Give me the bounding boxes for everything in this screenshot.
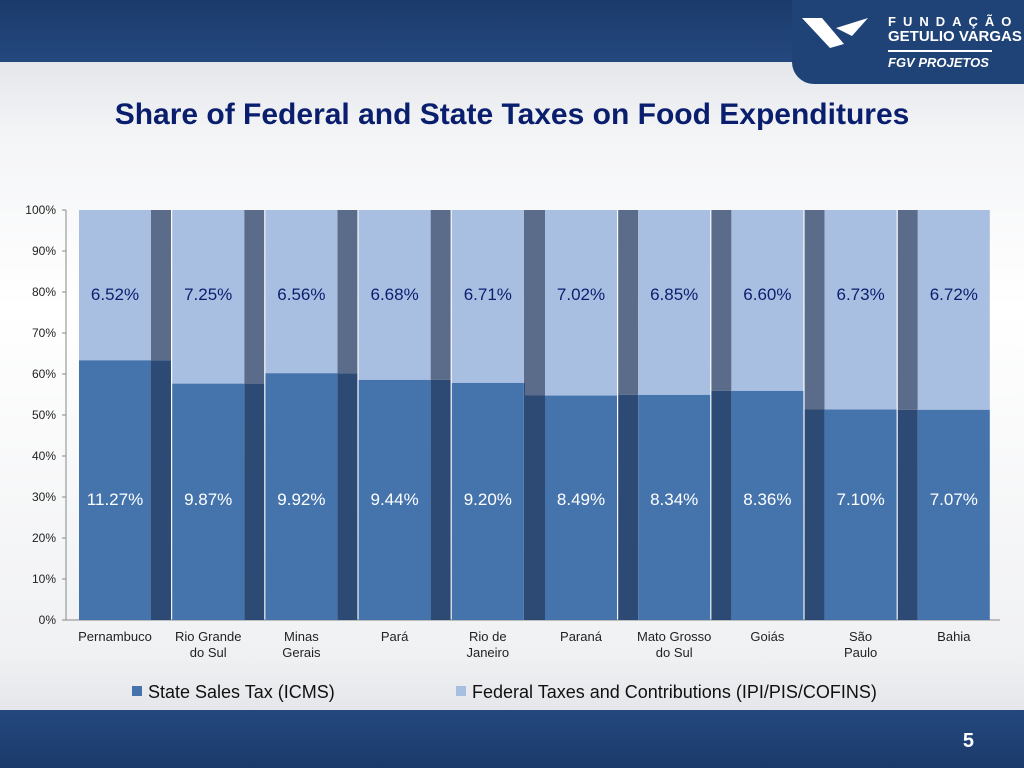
logo-line3: FGV PROJETOS: [888, 55, 989, 70]
y-tick-label: 80%: [32, 285, 56, 299]
bar-icms: [731, 390, 804, 620]
bar-federal: [265, 210, 338, 374]
bar-side-federal: [804, 210, 825, 410]
y-tick-label: 30%: [32, 490, 56, 504]
page-number: 5: [962, 730, 974, 752]
data-label-icms: 8.34%: [650, 490, 698, 509]
bar-icms: [79, 360, 151, 620]
bar-side-federal: [711, 210, 732, 391]
fgv-logo: FUNDAÇÃO GETULIO VARGAS FGV PROJETOS: [792, 0, 1024, 84]
bar-icms: [545, 395, 617, 620]
data-label-icms: 9.87%: [184, 490, 232, 509]
bar-icms: [451, 382, 524, 620]
legend-swatch-icms: [132, 686, 142, 696]
logo-divider: [888, 50, 992, 52]
footer-band: 5: [0, 710, 1024, 768]
bar-side-icms: [804, 409, 825, 620]
bar-icms: [638, 394, 711, 620]
bar-federal: [358, 210, 431, 380]
bar-side-federal: [430, 210, 451, 380]
y-tick-label: 10%: [32, 572, 56, 586]
data-label-federal: 6.60%: [743, 285, 791, 304]
x-tick-label: Bahia: [937, 629, 971, 644]
y-tick-label: 40%: [32, 449, 56, 463]
data-label-federal: 6.52%: [91, 285, 139, 304]
x-tick-label: Rio de Janeiro: [466, 629, 509, 660]
data-label-icms: 9.92%: [277, 490, 325, 509]
bar-icms: [358, 379, 431, 620]
data-label-federal: 6.73%: [836, 285, 884, 304]
fgv-logo-mark-icon: [802, 18, 868, 48]
logo-line1: FUNDAÇÃO: [888, 14, 1019, 29]
bar-federal: [638, 210, 711, 395]
data-label-federal: 7.02%: [557, 285, 605, 304]
data-label-icms: 7.07%: [930, 490, 978, 509]
bar-side-icms: [151, 360, 171, 620]
bar-side-federal: [618, 210, 639, 395]
bar-side-icms: [430, 379, 451, 620]
bar-federal: [917, 210, 990, 410]
data-label-icms: 11.27%: [87, 490, 143, 509]
bar-icms: [917, 409, 990, 620]
y-tick-label: 50%: [32, 408, 56, 422]
bar-side-icms: [337, 373, 358, 620]
data-label-icms: 7.10%: [836, 490, 884, 509]
legend-label-icms: State Sales Tax (ICMS): [148, 682, 335, 702]
bar-side-icms: [711, 390, 732, 620]
bar-side-icms: [897, 409, 918, 620]
x-tick-label: Goiás: [750, 629, 784, 644]
bar-federal: [451, 210, 524, 383]
bar-federal: [172, 210, 245, 384]
bar-federal: [545, 210, 617, 396]
y-tick-label: 20%: [32, 531, 56, 545]
bar-side-federal: [897, 210, 918, 410]
bar-side-icms: [618, 394, 639, 620]
bar-icms: [824, 409, 897, 620]
y-tick-label: 60%: [32, 367, 56, 381]
y-tick-label: 70%: [32, 326, 56, 340]
x-tick-label: Rio Grande do Sul: [175, 629, 241, 660]
bar-side-federal: [337, 210, 358, 374]
data-label-federal: 6.71%: [464, 285, 512, 304]
bar-side-federal: [525, 210, 545, 396]
x-tick-label: Mato Grosso do Sul: [637, 629, 711, 660]
bar-side-federal: [151, 210, 171, 361]
bar-federal: [824, 210, 897, 410]
x-tick-label: Pará: [381, 629, 409, 644]
y-tick-label: 100%: [25, 203, 56, 217]
data-label-federal: 6.56%: [277, 285, 325, 304]
data-label-federal: 6.85%: [650, 285, 698, 304]
x-tick-label: Pernambuco: [78, 629, 152, 644]
bar-side-federal: [244, 210, 265, 384]
x-tick-label: São Paulo: [844, 629, 877, 660]
y-tick-label: 90%: [32, 244, 56, 258]
data-label-icms: 9.20%: [464, 490, 512, 509]
data-label-federal: 6.72%: [930, 285, 978, 304]
bar-side-icms: [244, 383, 265, 620]
legend-swatch-federal: [456, 686, 466, 696]
data-label-federal: 7.25%: [184, 285, 232, 304]
x-tick-label: Paraná: [560, 629, 603, 644]
stacked-bar-chart: 0% 10% 20% 30% 40% 50% 60% 70% 80% 90% 100% 6.52% 11…: [25, 203, 1000, 702]
bar-federal: [731, 210, 804, 391]
bar-side-icms: [525, 395, 545, 620]
y-tick-label: 0%: [39, 613, 57, 627]
x-tick-label: Minas Gerais: [282, 629, 321, 660]
bar-federal: [79, 210, 151, 361]
data-label-federal: 6.68%: [370, 285, 418, 304]
data-label-icms: 8.36%: [743, 490, 791, 509]
bar-icms: [265, 373, 338, 620]
logo-line2: GETULIO VARGAS: [888, 28, 1022, 45]
data-label-icms: 9.44%: [370, 490, 418, 509]
legend-label-federal: Federal Taxes and Contributions (IPI/PIS…: [472, 682, 877, 702]
bar-icms: [172, 383, 245, 620]
data-label-icms: 8.49%: [557, 490, 605, 509]
slide-title: Share of Federal and State Taxes on Food…: [114, 98, 910, 131]
